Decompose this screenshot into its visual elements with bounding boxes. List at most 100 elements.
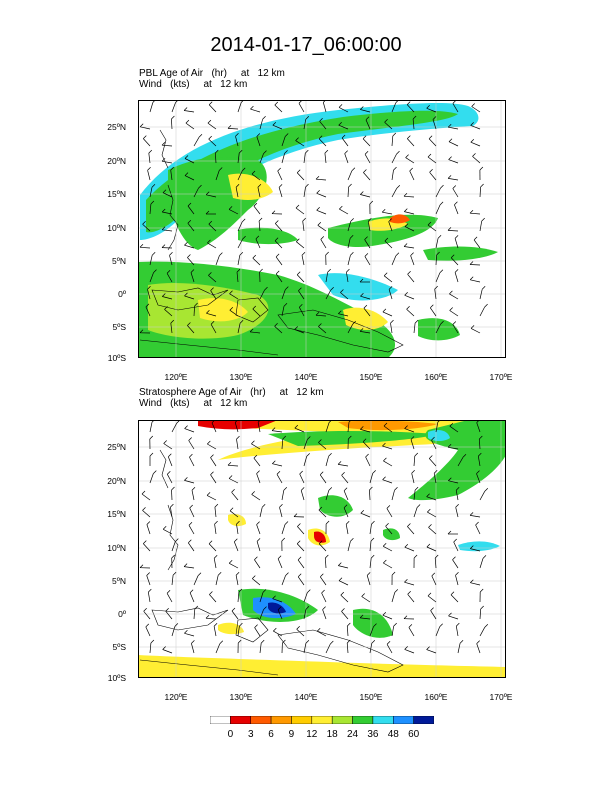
wind-barb: [231, 492, 239, 501]
wind-barb: [211, 422, 217, 433]
wind-barb-flag: [470, 545, 474, 549]
top-map: [138, 100, 506, 358]
wind-barb: [433, 473, 437, 484]
wind-barb: [341, 475, 349, 484]
wind-barb: [382, 311, 393, 317]
wind-barb-flag: [307, 589, 311, 593]
wind-barb: [325, 490, 330, 501]
wind-barb-flag: [227, 462, 232, 466]
wind-barb-flag: [208, 220, 213, 225]
wind-barb: [236, 524, 239, 535]
wind-barb: [347, 238, 351, 249]
wind-barb-flag: [454, 235, 459, 239]
wind-barb-flag: [341, 134, 346, 139]
wind-barb-flag: [171, 554, 175, 559]
wind-barb: [277, 558, 283, 569]
wind-barb: [470, 328, 481, 334]
wind-barb: [147, 170, 151, 181]
wind-barb: [457, 643, 461, 654]
wind-barb-flag: [171, 115, 175, 120]
wind-barb-flag: [296, 271, 301, 275]
wind-barb: [149, 422, 153, 433]
wind-barb-flag: [273, 627, 277, 632]
wind-barb: [360, 512, 371, 518]
wind-barb-flag: [341, 608, 345, 612]
wind-barb: [410, 255, 415, 266]
wind-barb: [208, 543, 217, 552]
wind-barb-flag: [256, 133, 261, 137]
wind-barb-flag: [361, 593, 365, 597]
wind-barb-flag: [434, 554, 439, 559]
wind-barb-flag: [319, 471, 324, 476]
wind-barb: [145, 306, 151, 317]
wind-barb: [272, 124, 283, 130]
wind-barb-flag: [405, 154, 409, 158]
wind-barb-flag: [183, 563, 188, 567]
wind-barb: [435, 272, 441, 283]
wind-barb: [413, 455, 416, 467]
wind-barb-flag: [184, 241, 188, 246]
wind-barb-flag: [284, 133, 289, 137]
wind-barb-flag: [274, 322, 278, 327]
wind-barb-flag: [184, 292, 188, 297]
wind-barb-flag: [360, 106, 364, 110]
wind-barb-flag: [412, 115, 417, 120]
wind-barb-flag: [214, 503, 219, 508]
wind-barb: [471, 106, 481, 113]
wind-barb-flag: [480, 183, 484, 188]
wind-barb: [215, 575, 219, 586]
wind-barb: [470, 582, 481, 586]
wind-barb-flag: [174, 623, 179, 627]
wind-barb-flag: [317, 222, 322, 226]
wind-barb: [140, 126, 151, 130]
wind-barb-flag: [338, 562, 342, 566]
wind-barb: [171, 489, 173, 501]
wind-barb-flag: [238, 149, 243, 154]
wind-barb-flag: [482, 555, 487, 559]
wind-barb-flag: [347, 622, 351, 627]
wind-barb: [210, 324, 217, 334]
wind-barb: [213, 626, 217, 637]
wind-barb-flag: [447, 175, 452, 179]
lon-label: 160ºE: [424, 372, 448, 382]
wind-barb-flag: [219, 640, 224, 644]
wind-barb: [297, 576, 305, 586]
wind-barb: [252, 257, 261, 266]
colorbar-label: 0: [227, 729, 234, 740]
wind-barb-flag: [364, 236, 368, 240]
page-title: 2014-01-17_06:00:00: [210, 34, 402, 56]
wind-barb: [426, 649, 437, 654]
wind-barb-flag: [208, 272, 212, 276]
wind-barb-flag: [219, 252, 223, 256]
wind-barb: [149, 102, 154, 113]
wind-barb: [367, 221, 371, 232]
colorbar-box: [210, 716, 231, 724]
wind-barb: [476, 473, 481, 484]
wind-barb: [145, 626, 151, 637]
wind-barb-flag: [209, 591, 213, 595]
wind-barb-flag: [151, 183, 156, 188]
wind-barb: [274, 325, 283, 334]
wind-barb: [476, 643, 481, 654]
wind-barb: [454, 204, 459, 215]
wind-barb-flag: [365, 453, 369, 458]
lat-label: 0º: [118, 609, 126, 619]
wind-barb-flag: [360, 191, 364, 195]
wind-barb: [404, 294, 415, 300]
wind-barb: [237, 221, 243, 232]
wind-barb-flag: [484, 487, 489, 492]
wind-barb: [428, 527, 437, 535]
wind-barb-flag: [316, 627, 321, 632]
wind-barb: [146, 575, 151, 586]
wind-barbs: [139, 100, 488, 334]
wind-barb: [452, 324, 459, 334]
wind-barb: [294, 329, 305, 334]
colorbar-box: [413, 716, 434, 724]
wind-barb: [391, 490, 395, 501]
wind-barb: [237, 323, 241, 334]
wind-barb: [452, 103, 459, 113]
wind-barb: [386, 644, 393, 654]
wind-barb-flag: [231, 607, 236, 612]
wind-barb-flag: [253, 202, 258, 207]
wind-barb: [214, 524, 217, 535]
